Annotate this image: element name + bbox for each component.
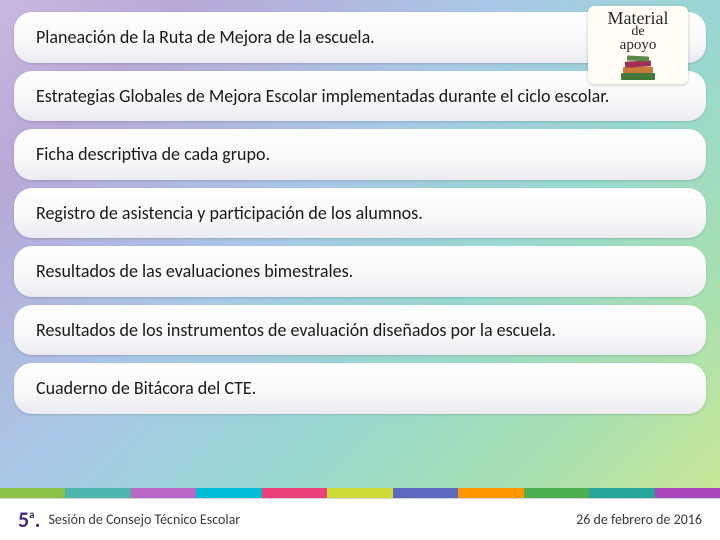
footer-bar: 5 a . Sesión de Consejo Técnico Escolar … bbox=[0, 498, 720, 540]
item-text: Cuaderno de Bitácora del CTE. bbox=[36, 377, 684, 400]
item-text: Planeación de la Ruta de Mejora de la es… bbox=[36, 26, 684, 49]
footer-session-label: Sesión de Consejo Técnico Escolar bbox=[48, 511, 240, 528]
list-item: Ficha descriptiva de cada grupo. bbox=[14, 129, 706, 180]
list-item: Resultados de los instrumentos de evalua… bbox=[14, 305, 706, 356]
item-text: Resultados de las evaluaciones bimestral… bbox=[36, 260, 684, 283]
material-badge: Material de apoyo bbox=[588, 6, 688, 84]
list-item: Registro de asistencia y participación d… bbox=[14, 188, 706, 239]
slide-container: Material de apoyo Planeación de la Ruta … bbox=[0, 0, 720, 540]
footer-date: 26 de febrero de 2016 bbox=[576, 511, 702, 528]
list-item: Cuaderno de Bitácora del CTE. bbox=[14, 363, 706, 414]
item-text: Resultados de los instrumentos de evalua… bbox=[36, 319, 684, 342]
item-text: Estrategias Globales de Mejora Escolar i… bbox=[36, 85, 684, 108]
color-stripes bbox=[0, 488, 720, 498]
ordinal-dot: . bbox=[35, 506, 41, 533]
item-text: Ficha descriptiva de cada grupo. bbox=[36, 143, 684, 166]
session-ordinal: 5 a . bbox=[18, 506, 40, 533]
badge-line3: apoyo bbox=[620, 39, 657, 53]
footer-left: 5 a . Sesión de Consejo Técnico Escolar bbox=[18, 506, 240, 533]
books-icon bbox=[619, 54, 657, 80]
item-text: Registro de asistencia y participación d… bbox=[36, 202, 684, 225]
ordinal-number: 5 bbox=[18, 506, 29, 533]
list-item: Resultados de las evaluaciones bimestral… bbox=[14, 246, 706, 297]
